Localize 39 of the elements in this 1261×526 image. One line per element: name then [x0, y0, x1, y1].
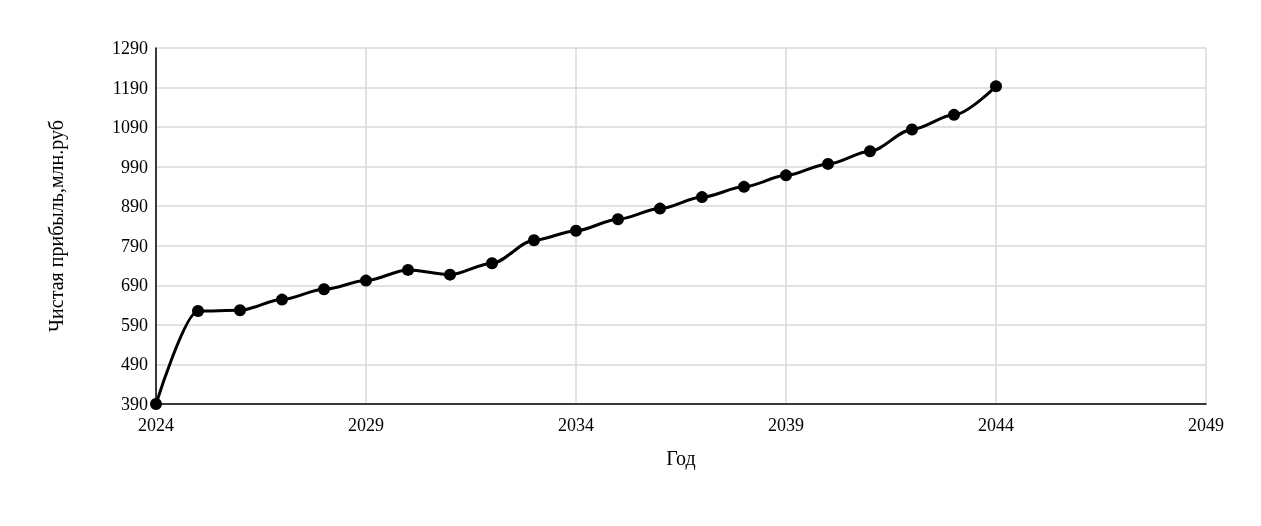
x-tick-label: 2034	[558, 415, 594, 435]
y-tick-label: 490	[121, 354, 148, 375]
y-tick-label: 590	[121, 314, 148, 335]
point	[276, 293, 288, 306]
point	[822, 157, 834, 170]
y-tick-label: 790	[121, 235, 148, 256]
point	[234, 304, 246, 317]
x-tick-label: 2024	[138, 415, 174, 435]
point	[864, 145, 876, 158]
point	[486, 257, 498, 270]
point	[654, 202, 666, 215]
point	[528, 234, 540, 247]
point	[402, 263, 414, 276]
point	[360, 274, 372, 287]
x-tick-label: 2029	[348, 415, 384, 435]
x-tick-label: 2044	[978, 415, 1014, 435]
point	[780, 169, 792, 182]
point	[318, 283, 330, 296]
point	[150, 398, 162, 410]
x-axis-title: Год	[666, 447, 696, 470]
y-tick-label: 1190	[112, 77, 148, 98]
point	[192, 305, 204, 318]
point	[906, 123, 918, 136]
point	[570, 224, 582, 237]
point	[738, 180, 750, 193]
point	[948, 108, 960, 121]
y-tick-label: 1090	[112, 117, 148, 138]
y-tick-label: 990	[121, 156, 148, 177]
point	[696, 191, 708, 204]
y-axis-title: Чистая прибыль,млн.руб	[45, 120, 68, 332]
point	[990, 80, 1002, 93]
y-tick-label: 1290	[112, 38, 148, 58]
y-tick-label: 390	[121, 394, 148, 414]
x-tick-label: 2049	[1188, 415, 1224, 435]
y-tick-label: 890	[121, 196, 148, 217]
point	[444, 268, 456, 281]
point	[612, 213, 624, 226]
x-tick-label: 2039	[768, 415, 804, 435]
y-tick-label: 690	[121, 275, 148, 296]
